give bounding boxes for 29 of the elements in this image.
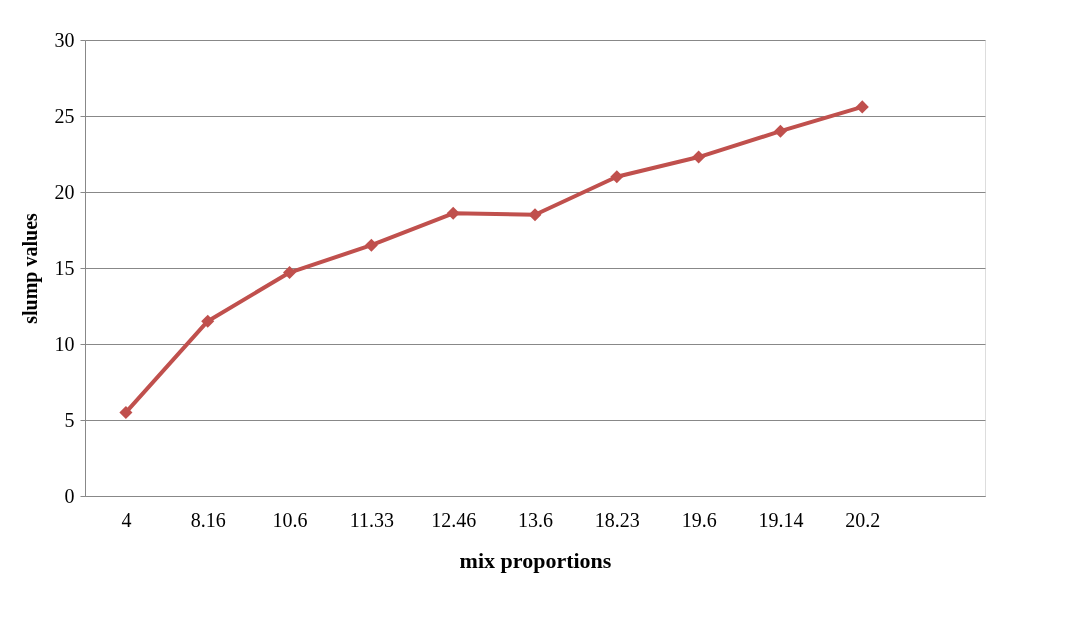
point xyxy=(119,405,133,419)
x-tick-label: 10.6 xyxy=(272,508,308,531)
x-tick-label: 18.23 xyxy=(594,508,640,531)
x-axis-title: mix proportions xyxy=(459,547,612,573)
x-tick-label: 12.46 xyxy=(431,508,477,531)
x-tick-label: 20.2 xyxy=(845,508,881,531)
point xyxy=(692,150,706,164)
y-tick-label: 25 xyxy=(54,104,75,127)
point xyxy=(201,314,215,328)
point xyxy=(528,208,542,222)
y-tick-label: 20 xyxy=(54,180,75,203)
x-tick-label: 19.14 xyxy=(758,508,804,531)
point xyxy=(610,170,624,184)
point xyxy=(364,238,378,252)
x-tick-label: 8.16 xyxy=(190,508,226,531)
x-tick-label: 11.33 xyxy=(349,508,394,531)
point xyxy=(855,100,869,114)
y-tick-label: 5 xyxy=(64,408,75,431)
y-tick-label: 0 xyxy=(64,484,75,507)
y-tick-label: 15 xyxy=(54,256,75,279)
x-tick-label: 4 xyxy=(121,508,132,531)
point xyxy=(446,206,460,220)
y-axis-title: slump values xyxy=(18,212,42,324)
x-tick-label: 13.6 xyxy=(518,508,553,531)
point xyxy=(773,124,787,138)
y-tick-label: 10 xyxy=(54,332,75,355)
point xyxy=(283,266,297,280)
y-tick-label: 30 xyxy=(54,28,75,51)
x-tick-label: 19.6 xyxy=(681,508,717,531)
